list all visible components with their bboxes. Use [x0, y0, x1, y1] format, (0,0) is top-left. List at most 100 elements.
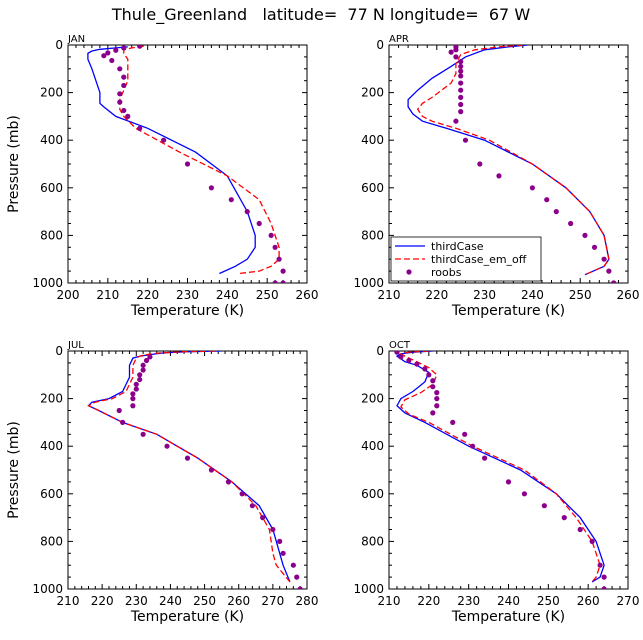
y-tick-label: 1000 [32, 582, 63, 596]
x-tick-label: 210 [378, 288, 401, 302]
y-tick-label: 400 [40, 439, 63, 453]
roobs-point [137, 45, 143, 49]
x-tick-label: 260 [227, 594, 250, 608]
roobs-point [117, 66, 123, 72]
roobs-point [426, 372, 432, 378]
thirdcase-em-off-line [119, 45, 280, 275]
x-axis-label: Temperature (K) [451, 609, 565, 625]
roobs-point [505, 479, 512, 485]
y-tick-label: 600 [40, 487, 63, 501]
roobs-point [582, 232, 588, 238]
roobs-point [164, 443, 170, 449]
x-tick-label: 200 [57, 288, 80, 302]
panel-label: JAN [67, 34, 85, 45]
y-tick-label: 1000 [353, 582, 384, 596]
x-tick-label: 240 [521, 288, 544, 302]
roobs-point [453, 54, 459, 60]
roobs-point [529, 185, 536, 191]
x-tick-label: 260 [577, 594, 600, 608]
legend-label: thirdCase [431, 240, 484, 253]
roobs-point [137, 372, 143, 378]
y-tick-label: 1000 [353, 276, 384, 290]
x-tick-label: 220 [136, 288, 159, 302]
roobs-point [430, 378, 436, 384]
roobs-point [482, 455, 488, 461]
roobs-point [561, 515, 567, 521]
plot-frame [388, 350, 629, 590]
thirdcase-line [87, 351, 291, 583]
roobs-point [140, 362, 146, 368]
x-tick-label: 210 [378, 594, 401, 608]
roobs-point [272, 280, 278, 283]
x-tick-label: 240 [497, 594, 520, 608]
roobs-point [130, 403, 136, 409]
roobs-point [601, 586, 607, 589]
roobs-point [294, 574, 300, 580]
x-tick-label: 250 [193, 594, 216, 608]
roobs-point [290, 562, 296, 568]
y-tick-label: 400 [361, 439, 384, 453]
y-tick-label: 800 [40, 534, 63, 548]
roobs-point [521, 491, 528, 497]
roobs-point [244, 209, 250, 215]
y-tick-label: 600 [361, 181, 384, 195]
roobs-point [121, 45, 127, 51]
roobs-point [147, 354, 153, 360]
panel-label: OCT [389, 340, 411, 351]
y-tick-label: 0 [376, 38, 384, 52]
x-tick-label: 240 [216, 288, 239, 302]
roobs-point [105, 50, 111, 56]
roobs-point [589, 538, 595, 545]
y-axis-label: Pressure (mb) [6, 115, 22, 213]
x-tick-label: 220 [425, 288, 448, 302]
roobs-point [462, 137, 469, 143]
x-tick-label: 270 [261, 594, 284, 608]
plot-frame [67, 350, 308, 590]
roobs-point [184, 455, 191, 461]
x-tick-label: 210 [57, 594, 80, 608]
x-tick-label: 270 [617, 594, 640, 608]
y-tick-label: 600 [361, 487, 384, 501]
legend-label: thirdCase_em_off [431, 253, 527, 266]
roobs-point [249, 503, 255, 509]
roobs-point [228, 197, 234, 203]
panels: JAN 200 210 220 230 240 250 260 0 200 400 600 800 100… [6, 34, 639, 625]
roobs-point [448, 49, 454, 55]
roobs-point [450, 419, 456, 425]
panel-label: JUL [67, 340, 84, 351]
roobs-point [577, 526, 583, 533]
roobs-point [268, 232, 274, 238]
roobs-point [161, 137, 167, 143]
roobs-point [591, 244, 598, 250]
roobs-point [256, 220, 262, 227]
roobs-point [272, 244, 278, 250]
thirdcase-line [87, 46, 256, 275]
roobs-point [434, 390, 440, 396]
roobs-point [434, 403, 440, 409]
legend-dot-marker [406, 269, 412, 275]
roobs-point [458, 59, 464, 65]
roobs-point [116, 407, 122, 414]
roobs-point [117, 99, 123, 105]
roobs-point [601, 574, 607, 580]
roobs-point [477, 161, 483, 167]
roobs-point [458, 87, 464, 93]
roobs-point [140, 367, 146, 373]
roobs-point [434, 396, 440, 402]
x-tick-label: 230 [457, 594, 480, 608]
panel-apr: APR 210 220 230 240 250 260 0 200 400 600 800 1000 Te… [353, 34, 639, 319]
y-tick-label: 800 [40, 228, 63, 242]
x-tick-label: 280 [296, 594, 319, 608]
x-tick-label: 230 [176, 288, 199, 302]
roobs-point [414, 361, 420, 367]
legend-label: roobs [431, 266, 462, 279]
roobs-point [137, 125, 143, 131]
roobs-point [406, 357, 412, 364]
roobs-point [277, 538, 283, 545]
roobs-point [430, 384, 436, 390]
roobs-point [568, 220, 574, 227]
roobs-point [121, 74, 127, 80]
x-tick-label: 220 [91, 594, 114, 608]
roobs-point [125, 113, 131, 119]
